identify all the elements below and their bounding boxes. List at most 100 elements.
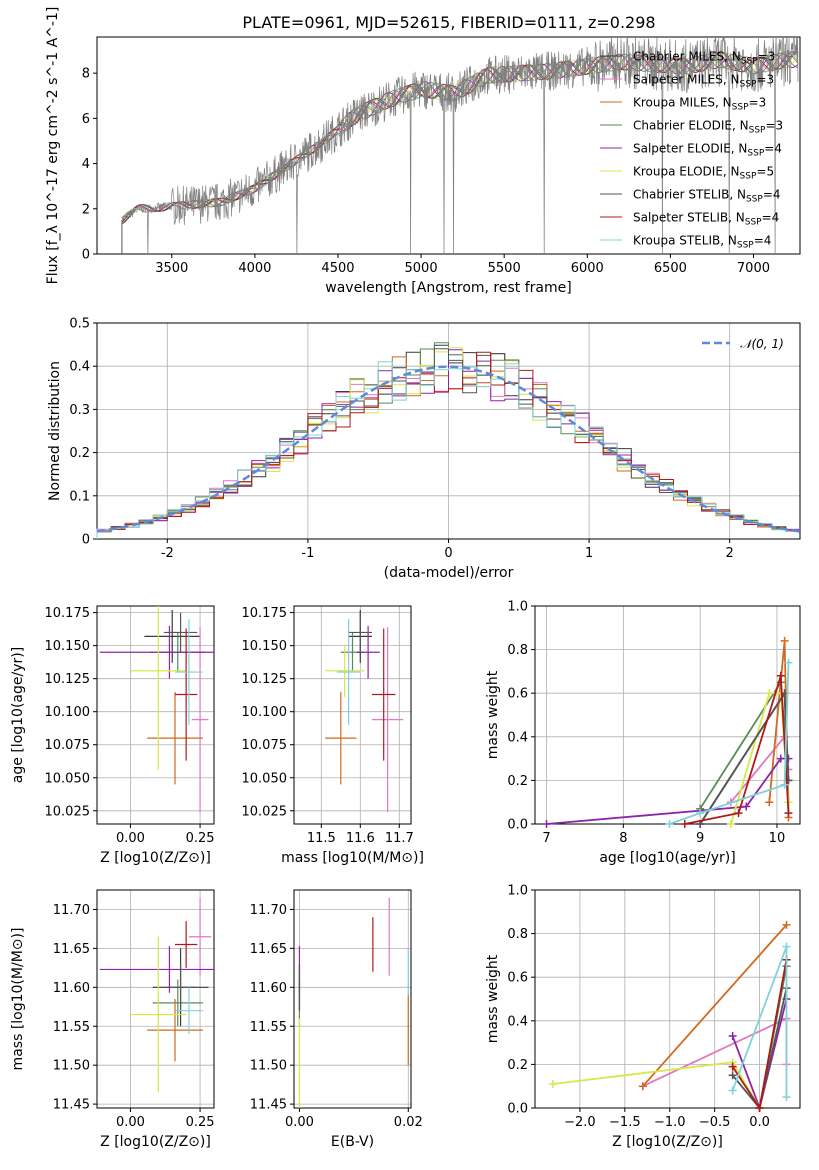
spectrum-panel: 3500 4000 4500 5000 5500 6000 6500 7000 0 2 4 6 8 wav… bbox=[45, 7, 801, 296]
y-tick-label: 4 bbox=[82, 157, 90, 172]
x-tick-label: 11.5 bbox=[307, 831, 336, 846]
age-vs-Z-panel: 0.00 0.25 10.025 10.050 10.075 10.100 10.125 10… bbox=[10, 605, 215, 866]
y-axis-label: mass weight bbox=[485, 670, 501, 759]
mass-weight-marker bbox=[542, 820, 551, 828]
y-tick-label: 0.4 bbox=[69, 360, 90, 375]
x-axis-label: wavelength [Angstrom, rest frame] bbox=[325, 280, 571, 296]
legend-label: Chabrier ELODIE, NSSP=3 bbox=[633, 119, 783, 136]
y-tick-label: 11.60 bbox=[53, 981, 90, 996]
y-tick-label: 0.2 bbox=[507, 1058, 528, 1073]
y-tick-label: 6 bbox=[82, 112, 90, 127]
y-tick-label: 11.50 bbox=[53, 1059, 90, 1074]
y-tick-label: 10.025 bbox=[45, 804, 91, 819]
x-tick-label: 2 bbox=[726, 546, 734, 561]
x-tick-label: −0.5 bbox=[699, 1115, 731, 1130]
x-tick-label: −1.5 bbox=[609, 1115, 641, 1130]
mass-weight-marker bbox=[784, 809, 793, 818]
y-tick-label: 10.100 bbox=[45, 705, 91, 720]
legend-label: Kroupa STELIB, NSSP=4 bbox=[633, 234, 771, 251]
mass-weight-line bbox=[552, 1061, 761, 1109]
legend-label: Salpeter STELIB, NSSP=4 bbox=[633, 211, 779, 228]
y-tick-label: 0.4 bbox=[507, 730, 528, 745]
legend-label: Chabrier MILES, NSSP=3 bbox=[633, 50, 775, 67]
mass-weight-marker bbox=[638, 1082, 647, 1091]
y-tick-label: 11.45 bbox=[53, 1098, 90, 1113]
mass-weight-marker bbox=[782, 1093, 791, 1102]
mass-weight-line bbox=[699, 690, 790, 825]
y-tick-label: 10.150 bbox=[242, 639, 288, 654]
x-tick-label: 4000 bbox=[238, 261, 271, 276]
gaussian-legend-label: 𝒩(0, 1) bbox=[740, 337, 784, 351]
x-tick-label: 0.00 bbox=[116, 1115, 145, 1130]
axes-frame bbox=[534, 889, 801, 1109]
mass-weight-marker bbox=[782, 942, 791, 951]
y-tick-label: 0.2 bbox=[507, 774, 528, 789]
x-tick-label: 0.25 bbox=[186, 831, 215, 846]
y-tick-label: 0.5 bbox=[69, 317, 90, 332]
mass-weight-vs-age-panel: 7 8 9 10 0.0 0.2 0.4 0.6 0.8 1.0 age [log10(age/yr… bbox=[485, 600, 801, 866]
legend-label: Salpeter ELODIE, NSSP=4 bbox=[633, 142, 782, 159]
y-tick-label: 11.55 bbox=[250, 1020, 287, 1035]
y-tick-label: 11.45 bbox=[250, 1098, 287, 1113]
legend-label: Salpeter MILES, NSSP=3 bbox=[633, 73, 774, 90]
y-tick-label: 0.8 bbox=[507, 643, 528, 658]
mass-weight-marker bbox=[780, 636, 789, 645]
axes-frame bbox=[96, 322, 801, 540]
mass-weight-line bbox=[684, 675, 790, 825]
x-tick-label: 5000 bbox=[405, 261, 438, 276]
axes-frame bbox=[96, 889, 215, 1109]
y-tick-label: 0.4 bbox=[507, 1014, 528, 1029]
gaussian-curve bbox=[96, 365, 801, 533]
x-axis-label: Z [log10(Z/Z⊙)] bbox=[612, 1134, 723, 1150]
x-tick-label: 0.02 bbox=[394, 1115, 423, 1130]
y-axis-label: age [log10(age/yr)] bbox=[10, 647, 26, 783]
x-tick-label: 9 bbox=[696, 831, 704, 846]
y-tick-label: 10.025 bbox=[242, 804, 288, 819]
y-tick-label: 2 bbox=[82, 202, 90, 217]
histogram-step bbox=[96, 361, 800, 539]
axes-frame bbox=[96, 36, 801, 255]
mass-weight-line bbox=[642, 924, 788, 1087]
mass-weight-marker bbox=[728, 1086, 737, 1095]
legend-label: Chabrier STELIB, NSSP=4 bbox=[633, 188, 781, 205]
mass-vs-Z-panel: 0.00 0.25 11.45 11.50 11.55 11.60 11.65 11.70 Z … bbox=[10, 889, 215, 1150]
mass-weight-marker bbox=[742, 802, 751, 811]
y-tick-label: 0 bbox=[82, 248, 90, 263]
x-tick-label: 11.7 bbox=[385, 831, 414, 846]
x-axis-label: (data-model)/error bbox=[384, 565, 514, 581]
y-tick-label: 10.075 bbox=[45, 738, 91, 753]
figure-title: PLATE=0961, MJD=52615, FIBERID=0111, z=0… bbox=[242, 13, 655, 32]
mass-vs-ebv-panel: 0.00 0.02 11.45 11.50 11.55 11.60 11.65 11.70 E(… bbox=[250, 889, 423, 1150]
mass-weight-vs-Z-panel: −2.0 −1.5 −1.0 −0.5 0.0 0.0 0.2 0.4 0.6 0.8 1.0 Z [… bbox=[485, 884, 801, 1150]
mass-weight-marker bbox=[776, 754, 785, 763]
x-tick-label: 7000 bbox=[737, 261, 770, 276]
mass-weight-marker bbox=[765, 798, 774, 807]
mass-weight-marker bbox=[734, 809, 743, 818]
y-tick-label: 11.70 bbox=[53, 903, 90, 918]
y-tick-label: 10.050 bbox=[45, 771, 91, 786]
x-tick-label: 7 bbox=[542, 831, 550, 846]
y-tick-label: 11.50 bbox=[250, 1059, 287, 1074]
y-tick-label: 0.3 bbox=[69, 403, 90, 418]
mass-weight-marker bbox=[765, 689, 774, 698]
x-axis-label: mass [log10(M/M⊙)] bbox=[281, 850, 424, 866]
y-tick-label: 10.125 bbox=[242, 672, 288, 687]
mass-weight-marker bbox=[780, 780, 789, 789]
model-spectrum-line bbox=[183, 52, 799, 208]
y-tick-label: 11.70 bbox=[250, 903, 287, 918]
x-tick-label: −2.0 bbox=[564, 1115, 596, 1130]
x-axis-label: E(B-V) bbox=[331, 1134, 374, 1150]
mass-weight-marker bbox=[755, 1104, 764, 1112]
x-tick-label: −1.0 bbox=[654, 1115, 686, 1130]
x-tick-label: 0.0 bbox=[749, 1115, 770, 1130]
y-tick-label: 10.150 bbox=[45, 639, 91, 654]
data-spectrum-line bbox=[121, 37, 799, 254]
age-vs-mass-panel: 11.5 11.6 11.7 10.025 10.050 10.075 10.100 10.1… bbox=[242, 605, 424, 866]
y-tick-label: 10.075 bbox=[242, 738, 288, 753]
mass-weight-marker bbox=[784, 658, 793, 667]
x-axis-label: Z [log10(Z/Z⊙)] bbox=[100, 850, 211, 866]
x-axis-label: Z [log10(Z/Z⊙)] bbox=[100, 1134, 211, 1150]
mass-weight-marker bbox=[726, 820, 735, 828]
y-axis-label: mass [log10(M/M⊙)] bbox=[10, 928, 26, 1071]
